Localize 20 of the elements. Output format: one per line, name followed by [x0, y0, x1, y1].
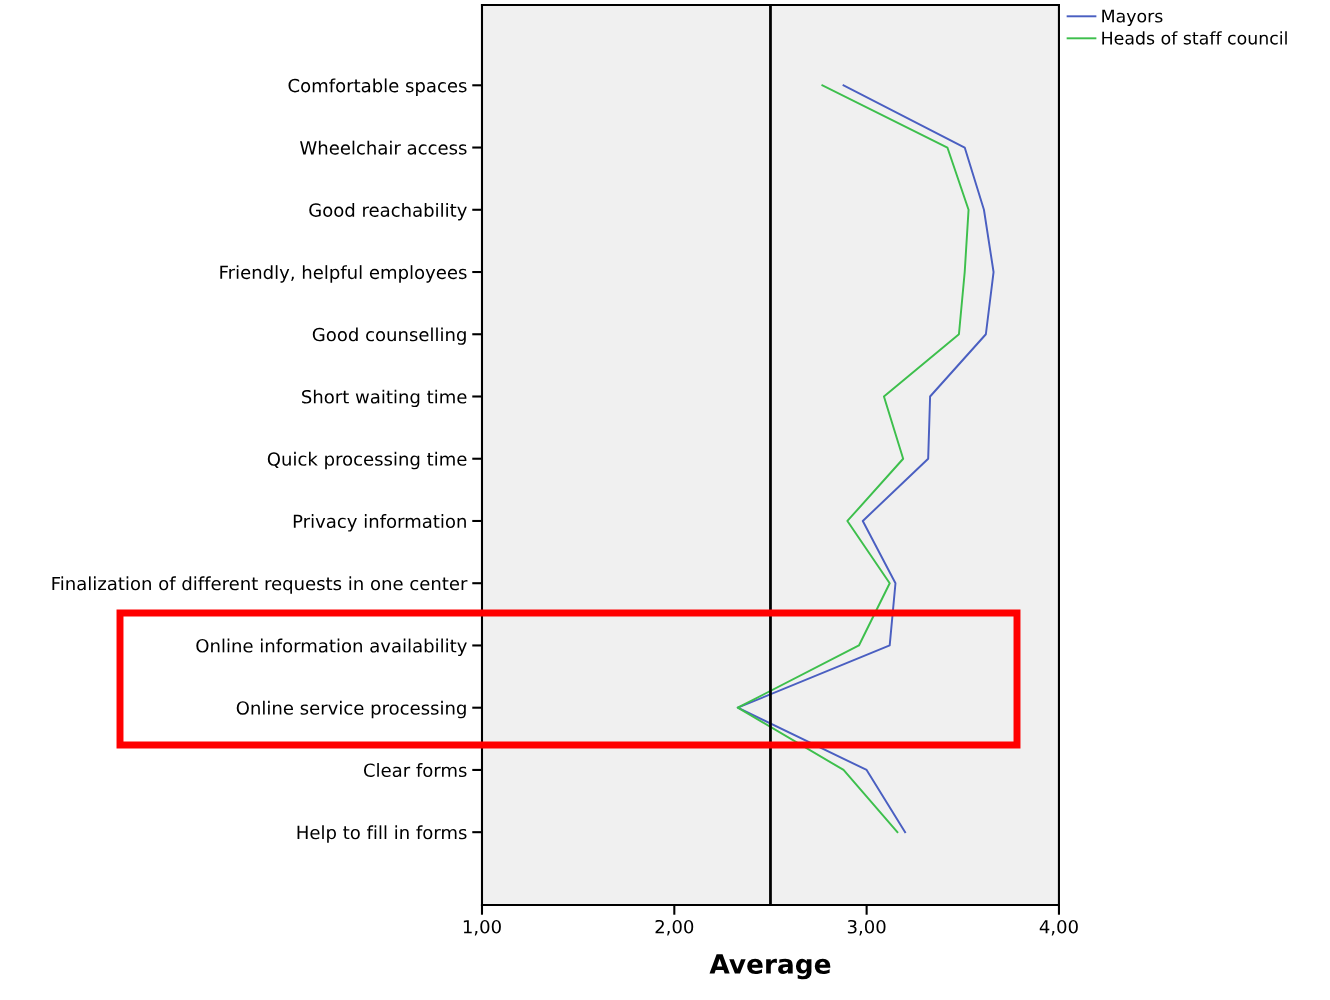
y-tick-label: Online information availability	[196, 638, 467, 657]
y-tick-label: Clear forms	[363, 763, 467, 778]
x-tick-label: 3,00	[847, 919, 886, 936]
y-tick-label: Friendly, helpful employees	[220, 265, 467, 283]
legend-label: Heads of staff council	[1102, 31, 1287, 45]
x-tick-label: 4,00	[1039, 919, 1078, 936]
x-tick-label: 2,00	[655, 919, 694, 936]
y-tick-label: Quick processing time	[267, 451, 467, 470]
y-tick-label: Finalization of different requests in one center	[52, 576, 468, 594]
y-tick-label: Privacy information	[293, 514, 466, 532]
y-tick-label: Short waiting time	[302, 389, 467, 408]
x-tick-label: 1,00	[463, 919, 501, 936]
y-tick-label: Help to fill in forms	[297, 825, 467, 843]
y-tick-label: Wheelchair access	[300, 140, 467, 155]
y-tick-label: Comfortable spaces	[288, 78, 467, 96]
x-axis-title: Average	[709, 954, 831, 980]
y-tick-label: Online service processing	[236, 700, 466, 719]
y-tick-label: Good counselling	[312, 327, 466, 345]
legend-label: Mayors	[1102, 9, 1163, 26]
y-tick-label: Good reachability	[309, 202, 467, 221]
